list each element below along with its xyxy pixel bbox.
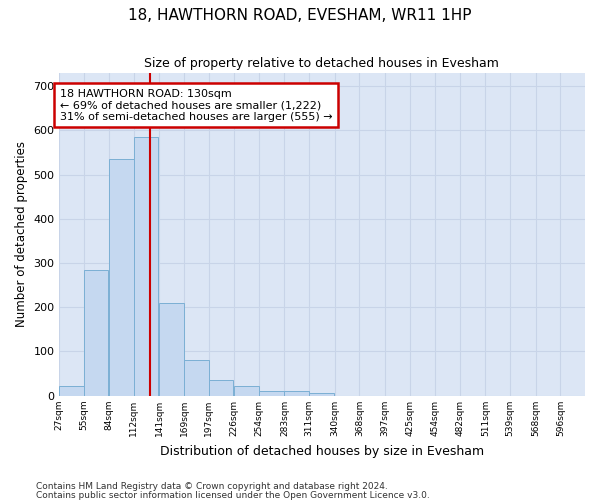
Text: Contains public sector information licensed under the Open Government Licence v3: Contains public sector information licen… [36,490,430,500]
Bar [83,270,108,396]
Bar [160,303,184,396]
Bar [134,137,158,396]
Text: 18, HAWTHORN ROAD, EVESHAM, WR11 1HP: 18, HAWTHORN ROAD, EVESHAM, WR11 1HP [128,8,472,22]
Bar [234,386,259,396]
Title: Size of property relative to detached houses in Evesham: Size of property relative to detached ho… [145,58,499,70]
Text: Contains HM Land Registry data © Crown copyright and database right 2024.: Contains HM Land Registry data © Crown c… [36,482,388,491]
Bar [59,386,83,396]
X-axis label: Distribution of detached houses by size in Evesham: Distribution of detached houses by size … [160,444,484,458]
Bar [209,380,233,396]
Bar [259,391,284,396]
Text: 18 HAWTHORN ROAD: 130sqm
← 69% of detached houses are smaller (1,222)
31% of sem: 18 HAWTHORN ROAD: 130sqm ← 69% of detach… [60,88,332,122]
Bar [109,159,134,396]
Y-axis label: Number of detached properties: Number of detached properties [15,142,28,328]
Bar [184,360,209,396]
Bar [309,394,334,396]
Bar [284,391,309,396]
